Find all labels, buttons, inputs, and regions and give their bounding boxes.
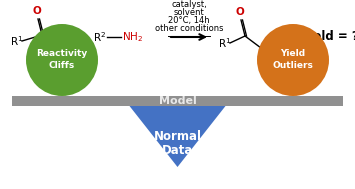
Text: Data: Data	[162, 145, 193, 157]
Text: Reactivity: Reactivity	[36, 50, 88, 59]
Polygon shape	[130, 106, 225, 167]
Text: $\mathsf{R^2}$: $\mathsf{R^2}$	[93, 30, 106, 44]
FancyArrowPatch shape	[171, 34, 205, 40]
Circle shape	[257, 24, 329, 96]
Text: catalyst,: catalyst,	[171, 0, 207, 9]
Text: $\mathsf{R^2}$: $\mathsf{R^2}$	[288, 41, 301, 55]
Circle shape	[26, 24, 98, 96]
Text: O: O	[236, 7, 244, 17]
Bar	[12, 96, 343, 106]
Text: +: +	[72, 29, 84, 44]
Text: NH: NH	[262, 46, 275, 54]
Text: 20°C, 14h: 20°C, 14h	[168, 16, 210, 25]
Text: solvent: solvent	[174, 8, 204, 17]
Text: Model: Model	[159, 96, 196, 106]
Text: other conditions: other conditions	[155, 24, 223, 33]
Text: $\mathsf{NH_2}$: $\mathsf{NH_2}$	[122, 30, 143, 44]
Text: Outliers: Outliers	[273, 61, 313, 70]
Text: Yield = ?: Yield = ?	[301, 30, 355, 43]
Text: O: O	[33, 6, 42, 16]
Text: OH: OH	[59, 44, 75, 54]
Text: Cliffs: Cliffs	[49, 61, 75, 70]
Text: Yield: Yield	[280, 50, 306, 59]
Text: $\mathsf{R^1}$: $\mathsf{R^1}$	[218, 36, 231, 50]
Text: $\mathsf{R^1}$: $\mathsf{R^1}$	[10, 34, 23, 48]
Text: Normal: Normal	[153, 130, 202, 143]
